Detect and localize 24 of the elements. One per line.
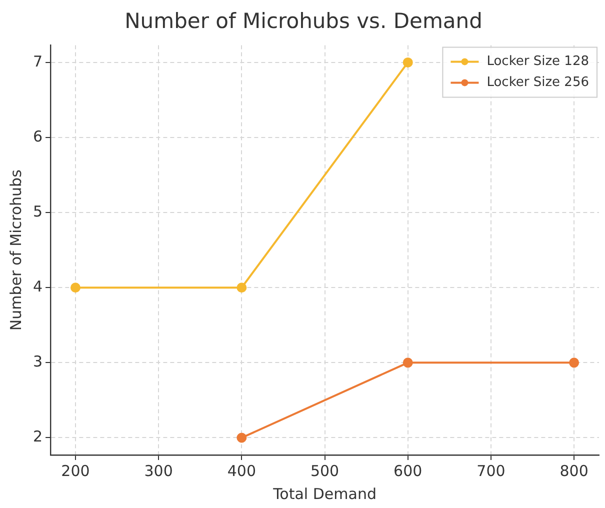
- x-tick-label: 700: [476, 462, 506, 480]
- point: [70, 282, 80, 293]
- x-tick-label: 400: [227, 462, 256, 480]
- y-tick-label: 7: [32, 52, 43, 70]
- y-tick-label: 6: [32, 127, 43, 146]
- x-tick-label: 800: [560, 462, 588, 480]
- y-tick-label: 4: [32, 278, 43, 296]
- y-tick-label: 2: [32, 428, 43, 446]
- point: [236, 432, 247, 443]
- x-tick-label: 600: [394, 462, 422, 480]
- x-tick-label: 200: [61, 462, 90, 480]
- x-axis-title: Total Demand: [272, 484, 376, 503]
- y-axis-title: Number of Microhubs: [6, 169, 25, 331]
- x-tick-label: 300: [144, 462, 173, 480]
- point: [402, 57, 413, 68]
- point: [569, 358, 580, 368]
- chart-title: Number of Microhubs vs. Demand: [124, 9, 482, 34]
- legend-label: Locker Size 256: [486, 75, 590, 90]
- x-tick-label: 500: [310, 462, 340, 480]
- point: [402, 358, 413, 368]
- y-tick-label: 5: [32, 202, 43, 220]
- point: [236, 282, 247, 293]
- legend-label: Locker Size 128: [486, 54, 590, 70]
- y-tick-label: 3: [32, 352, 43, 371]
